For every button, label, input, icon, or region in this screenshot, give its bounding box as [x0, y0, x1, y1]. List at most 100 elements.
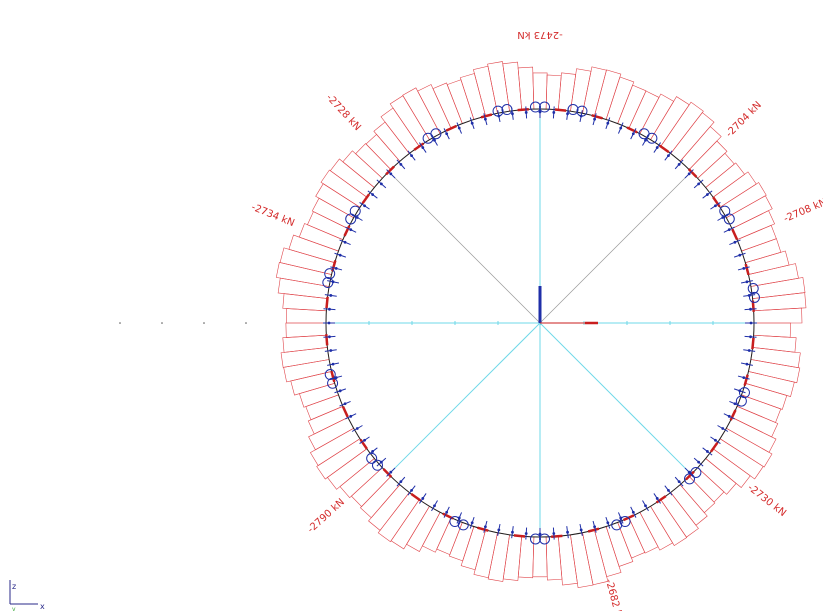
force-segment [308, 417, 355, 451]
node-circle [529, 101, 541, 113]
ring-highlight [477, 526, 489, 532]
force-segment [705, 162, 745, 198]
force-segment [725, 195, 773, 229]
support-post [737, 266, 750, 271]
support-post [605, 516, 611, 529]
support-post [323, 335, 336, 338]
force-segment [725, 417, 777, 453]
force-segment [697, 458, 737, 495]
axis-triad: z x y [9, 580, 45, 611]
support-post [729, 239, 741, 246]
force-label: -2730 kN [745, 482, 788, 519]
support-post [552, 527, 555, 540]
ring-highlight [554, 108, 567, 112]
force-segment [741, 238, 782, 264]
force-segment [712, 171, 757, 208]
node-circle [738, 387, 750, 399]
ring-highlight [626, 126, 638, 134]
force-segment [532, 72, 548, 110]
support-post [630, 128, 637, 140]
support-post [592, 113, 597, 126]
support-post [579, 523, 583, 536]
force-label: -2704 kN [724, 100, 764, 140]
force-segment [305, 394, 344, 421]
support-post [566, 526, 569, 539]
support-post [376, 179, 387, 189]
support-post [617, 512, 624, 524]
node-circle [371, 459, 383, 471]
force-segment [752, 334, 797, 353]
node-circle [322, 277, 334, 289]
support-post [386, 169, 396, 179]
support-post [345, 413, 357, 420]
force-segment [277, 277, 330, 299]
force-segment [697, 152, 735, 188]
force-segment [350, 467, 392, 508]
support-post [456, 512, 463, 524]
node-circle [539, 533, 551, 545]
ring-highlight [517, 108, 529, 112]
force-segment [377, 492, 420, 543]
support-post [664, 150, 673, 161]
force-segment [748, 263, 799, 287]
force-segment [299, 382, 339, 408]
ring-highlight [343, 225, 351, 237]
support-post [743, 294, 756, 297]
support-post [733, 252, 746, 258]
ring-highlight [480, 113, 493, 119]
ring-highlight [445, 124, 457, 132]
node-circle [324, 268, 336, 280]
force-segment [487, 61, 510, 114]
ring-highlight [685, 470, 695, 481]
force-label: -2682 kN [603, 578, 625, 611]
force-segment [688, 140, 728, 179]
support-post [740, 362, 753, 366]
force-segment [473, 529, 498, 579]
support-post [617, 122, 624, 134]
force-segment [446, 79, 475, 124]
support-post [674, 159, 684, 170]
force-segment [605, 76, 635, 124]
support-post [407, 150, 416, 161]
ring-highlight [413, 142, 425, 151]
ring-highlight [751, 337, 755, 350]
support-post [345, 226, 357, 233]
support-post [525, 106, 528, 119]
force-segment [582, 529, 609, 586]
diagonal-line [388, 171, 541, 324]
support-symbols [322, 101, 760, 545]
node-circle [747, 282, 759, 294]
force-segment [288, 234, 339, 264]
force-segment [639, 93, 675, 141]
ring-highlight [361, 193, 371, 205]
force-segment [753, 322, 791, 338]
support-post [407, 485, 416, 496]
node-circle [539, 101, 551, 113]
node-circle [684, 473, 696, 485]
force-segment [705, 448, 751, 488]
force-segment [502, 534, 523, 581]
force-segment [342, 150, 383, 188]
force-segment [390, 499, 430, 550]
axis-dot [245, 322, 247, 324]
force-segment [315, 183, 361, 219]
axis-dot [203, 322, 205, 324]
force-label: -2473 kN [517, 29, 563, 40]
support-post [323, 308, 336, 311]
force-segment [594, 526, 622, 578]
ring-highlight [382, 468, 393, 478]
force-segment [731, 405, 779, 438]
node-circle [422, 132, 434, 144]
support-post [737, 375, 750, 380]
force-segment [628, 511, 659, 554]
force-segment [307, 211, 349, 241]
support-post [330, 266, 343, 271]
node-circle [345, 213, 357, 225]
ring-highlight [359, 438, 368, 450]
ring-highlight [712, 196, 721, 208]
force-segment [545, 535, 563, 581]
triad-z-label: z [12, 582, 16, 591]
support-post [525, 527, 528, 540]
ring-highlight [330, 370, 336, 383]
